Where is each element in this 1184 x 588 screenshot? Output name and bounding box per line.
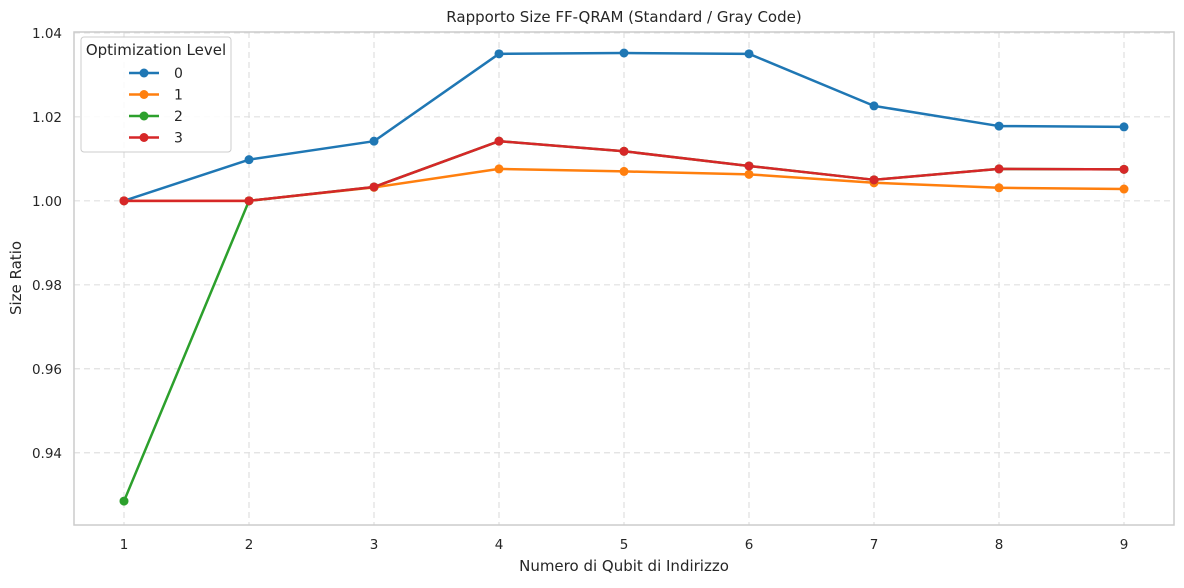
data-point (369, 182, 379, 192)
data-point (994, 164, 1004, 174)
x-tick-label: 8 (995, 537, 1004, 553)
data-point (494, 164, 504, 174)
data-point (119, 196, 129, 206)
legend-marker (139, 111, 149, 121)
data-point (1119, 122, 1129, 132)
x-tick-label: 3 (370, 537, 379, 553)
legend: Optimization Level 0 1 2 3 (80, 36, 232, 153)
y-tick-label: 0.98 (32, 278, 62, 294)
legend-label: 1 (174, 88, 183, 104)
series-layer (119, 48, 1129, 506)
legend-marker (139, 133, 149, 142)
ticks: 1 2 3 4 5 6 7 8 9 0.94 0.96 0.98 1.00 1.02 1.04 (32, 26, 1128, 553)
data-point (1119, 164, 1129, 174)
data-point (744, 49, 754, 59)
y-tick-label: 1.04 (32, 26, 62, 42)
legend-entry: 1 (129, 88, 183, 104)
legend-label: 3 (174, 131, 183, 147)
y-tick-label: 0.94 (32, 446, 62, 462)
data-point (869, 175, 879, 185)
x-tick-label: 7 (870, 537, 879, 553)
data-point (1119, 184, 1129, 194)
data-point (869, 101, 879, 111)
data-point (244, 196, 254, 206)
x-tick-label: 1 (120, 537, 129, 553)
legend-entries: 0 1 2 3 (129, 66, 183, 147)
legend-entry: 3 (129, 131, 183, 147)
data-point (744, 161, 754, 171)
legend-marker (139, 90, 149, 99)
series-3 (119, 136, 1129, 206)
data-point (619, 166, 629, 176)
legend-entry: 2 (129, 109, 183, 125)
data-point (369, 136, 379, 146)
y-tick-label: 0.96 (32, 362, 62, 378)
chart-title: Rapporto Size FF-QRAM (Standard / Gray C… (446, 8, 801, 26)
data-point (619, 48, 629, 58)
legend-entry: 0 (129, 66, 183, 82)
data-point (994, 183, 1004, 193)
legend-label: 2 (174, 109, 183, 125)
data-point (744, 169, 754, 179)
x-tick-label: 4 (495, 537, 504, 553)
y-tick-label: 1.02 (32, 110, 62, 126)
legend-marker (139, 68, 149, 78)
y-tick-label: 1.00 (32, 194, 62, 210)
x-tick-label: 2 (245, 537, 254, 553)
data-point (494, 136, 504, 146)
data-point (119, 496, 129, 506)
y-axis-label: Size Ratio (7, 241, 25, 315)
x-tick-label: 9 (1120, 537, 1129, 553)
data-point (994, 121, 1004, 131)
data-point (244, 155, 254, 165)
x-tick-label: 5 (620, 537, 629, 553)
x-tick-label: 6 (745, 537, 754, 553)
grid (74, 32, 1174, 525)
legend-title: Optimization Level (86, 41, 226, 59)
data-point (619, 146, 629, 156)
x-axis-label: Numero di Qubit di Indirizzo (519, 557, 729, 575)
plot-frame (73, 31, 1175, 526)
data-point (494, 49, 504, 59)
legend-label: 0 (174, 66, 183, 82)
